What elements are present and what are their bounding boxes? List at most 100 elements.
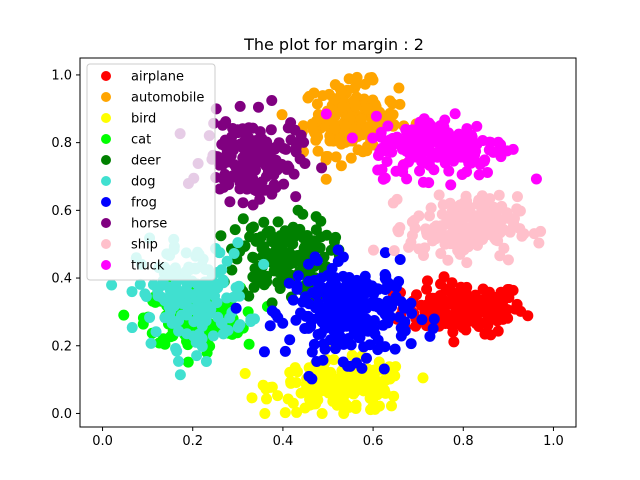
data-point bbox=[368, 288, 380, 300]
data-point bbox=[295, 129, 307, 141]
data-point bbox=[290, 314, 302, 326]
data-point bbox=[530, 173, 542, 185]
data-point bbox=[504, 225, 516, 237]
data-point bbox=[335, 315, 347, 327]
data-point bbox=[329, 278, 341, 290]
data-point bbox=[393, 82, 405, 94]
y-tick-label: 0.8 bbox=[51, 136, 72, 151]
data-point bbox=[335, 87, 347, 99]
data-point bbox=[386, 98, 398, 110]
data-point bbox=[445, 179, 457, 191]
data-point bbox=[266, 94, 278, 106]
data-point bbox=[406, 229, 418, 241]
data-point bbox=[329, 122, 341, 134]
data-point bbox=[258, 258, 270, 270]
data-point bbox=[307, 124, 319, 136]
legend-label-cat: cat bbox=[131, 133, 151, 148]
data-point bbox=[257, 379, 269, 391]
data-point bbox=[502, 254, 514, 266]
data-point bbox=[248, 281, 260, 293]
data-point bbox=[150, 326, 162, 338]
data-point bbox=[237, 197, 249, 209]
x-tick-label: 0.4 bbox=[273, 434, 294, 449]
data-point bbox=[290, 146, 302, 158]
data-point bbox=[272, 216, 284, 228]
data-point bbox=[140, 290, 152, 302]
data-point bbox=[349, 386, 361, 398]
data-point bbox=[421, 275, 433, 287]
data-point bbox=[473, 169, 485, 181]
data-point bbox=[490, 307, 502, 319]
data-point bbox=[379, 301, 391, 313]
series-truck bbox=[320, 108, 542, 191]
data-point bbox=[170, 342, 182, 354]
x-tick-label: 1.0 bbox=[543, 434, 564, 449]
data-point bbox=[247, 251, 259, 263]
data-point bbox=[196, 302, 208, 314]
data-point bbox=[287, 397, 299, 409]
data-point bbox=[435, 278, 447, 290]
data-point bbox=[401, 173, 413, 185]
data-point bbox=[456, 168, 468, 180]
data-point bbox=[449, 108, 461, 120]
data-point bbox=[291, 406, 303, 418]
data-point bbox=[461, 257, 473, 269]
data-point bbox=[382, 120, 394, 132]
data-point bbox=[393, 311, 405, 323]
data-point bbox=[411, 289, 423, 301]
data-point bbox=[245, 315, 257, 327]
data-point bbox=[332, 331, 344, 343]
data-point bbox=[483, 144, 495, 156]
data-point bbox=[231, 290, 243, 302]
plot-area-frame bbox=[79, 57, 577, 428]
data-point bbox=[205, 304, 217, 316]
data-point bbox=[335, 291, 347, 303]
data-point bbox=[533, 237, 545, 249]
data-point bbox=[297, 232, 309, 244]
data-point bbox=[173, 355, 185, 367]
data-point bbox=[232, 124, 244, 136]
y-tick-label: 0.0 bbox=[51, 407, 72, 422]
data-point bbox=[384, 134, 396, 146]
data-point bbox=[274, 282, 286, 294]
data-point bbox=[344, 360, 356, 372]
data-point bbox=[461, 130, 473, 142]
data-point bbox=[481, 296, 493, 308]
legend-marker-cat bbox=[101, 134, 111, 144]
data-point bbox=[509, 303, 521, 315]
data-point bbox=[389, 343, 401, 355]
data-point bbox=[258, 216, 270, 228]
data-point bbox=[421, 283, 433, 295]
data-point bbox=[330, 231, 342, 243]
data-point bbox=[312, 145, 324, 157]
data-point bbox=[310, 398, 322, 410]
data-point bbox=[254, 193, 266, 205]
data-point bbox=[362, 103, 374, 115]
data-point bbox=[234, 319, 246, 331]
data-point bbox=[359, 78, 371, 90]
data-point bbox=[232, 237, 244, 249]
data-point bbox=[147, 279, 159, 291]
data-point bbox=[234, 100, 246, 112]
data-point bbox=[261, 393, 273, 405]
series-frog bbox=[230, 244, 440, 385]
data-point bbox=[356, 362, 368, 374]
data-point bbox=[388, 245, 400, 257]
data-point bbox=[251, 232, 263, 244]
data-point bbox=[163, 301, 175, 313]
data-point bbox=[404, 130, 416, 142]
data-point bbox=[474, 232, 486, 244]
data-point bbox=[228, 159, 240, 171]
data-point bbox=[518, 228, 530, 240]
data-point bbox=[134, 278, 146, 290]
data-point bbox=[351, 78, 363, 90]
data-point bbox=[471, 139, 483, 151]
data-point bbox=[435, 247, 447, 259]
legend-label-horse: horse bbox=[131, 217, 167, 232]
data-point bbox=[264, 143, 276, 155]
data-point bbox=[106, 279, 118, 291]
data-point bbox=[528, 228, 540, 240]
data-point bbox=[316, 407, 328, 419]
data-point bbox=[303, 258, 315, 270]
data-point bbox=[395, 330, 407, 342]
